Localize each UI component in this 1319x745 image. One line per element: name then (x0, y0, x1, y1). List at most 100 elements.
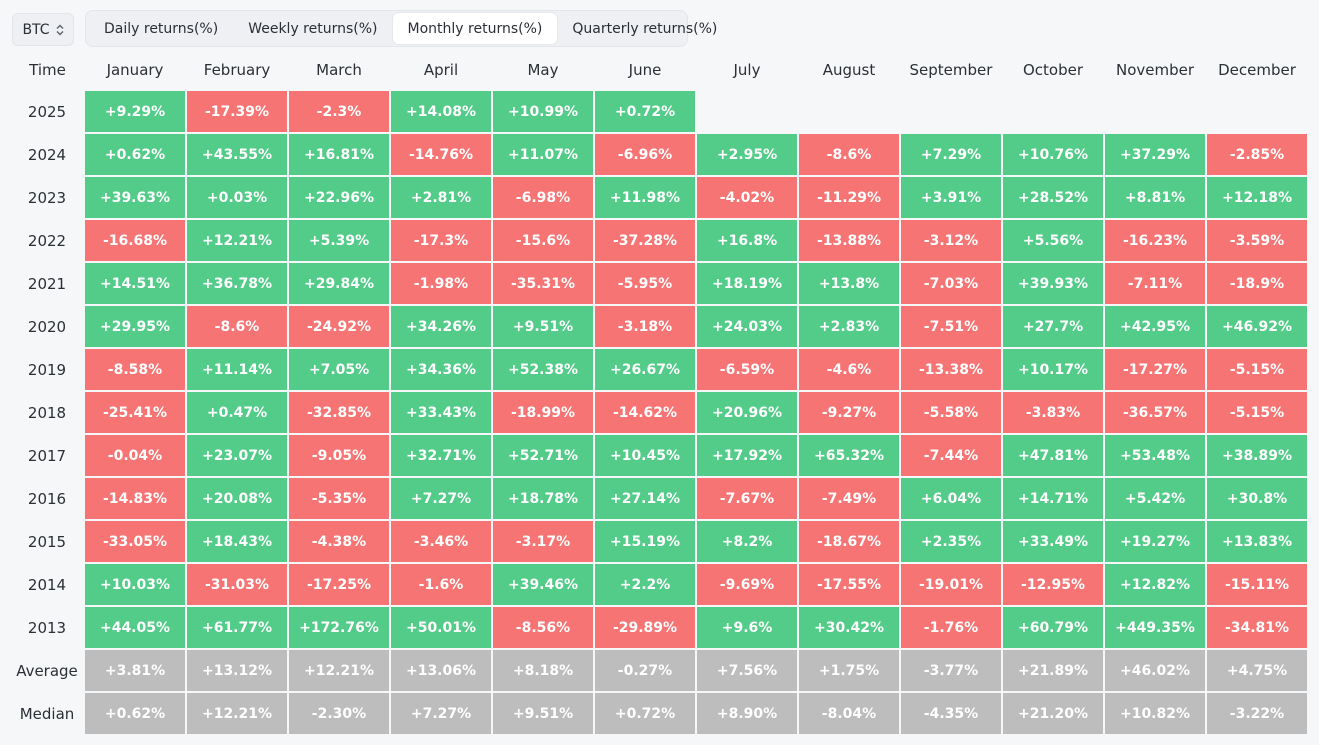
return-cell: -6.59% (697, 349, 797, 390)
return-cell: -8.6% (799, 134, 899, 175)
return-cell: -32.85% (289, 392, 389, 433)
row-label-year: 2016 (27, 489, 67, 508)
asset-select[interactable]: BTC (12, 13, 74, 46)
return-cell: +9.6% (697, 607, 797, 648)
return-cell: +5.39% (289, 220, 389, 261)
column-header-march: March (316, 61, 362, 79)
return-cell: -24.92% (289, 306, 389, 347)
return-cell: -8.56% (493, 607, 593, 648)
return-cell: +0.62% (85, 134, 185, 175)
return-cell: +27.14% (595, 478, 695, 519)
return-cell: +30.42% (799, 607, 899, 648)
return-cell: +32.71% (391, 435, 491, 476)
return-cell: +17.92% (697, 435, 797, 476)
return-cell: +7.29% (901, 134, 1001, 175)
column-header-july: July (733, 61, 761, 79)
return-cell: +14.71% (1003, 478, 1103, 519)
return-cell: +38.89% (1207, 435, 1307, 476)
return-cell: +10.03% (85, 564, 185, 605)
return-cell: -6.96% (595, 134, 695, 175)
return-cell: +23.07% (187, 435, 287, 476)
row-label-year: 2023 (27, 188, 67, 207)
return-cell: +0.72% (595, 91, 695, 132)
return-cell: -18.99% (493, 392, 593, 433)
return-cell: -6.98% (493, 177, 593, 218)
return-cell: +34.26% (391, 306, 491, 347)
row-label-year: 2019 (27, 360, 67, 379)
return-cell: +12.82% (1105, 564, 1205, 605)
return-cell: +7.05% (289, 349, 389, 390)
return-cell: +18.43% (187, 521, 287, 562)
return-cell: +20.96% (697, 392, 797, 433)
return-cell: +12.21% (187, 220, 287, 261)
return-cell: +8.18% (493, 650, 593, 691)
return-cell: -35.31% (493, 263, 593, 304)
return-cell: -8.6% (187, 306, 287, 347)
return-cell: -7.03% (901, 263, 1001, 304)
tab-daily-returns[interactable]: Daily returns(%) (104, 20, 219, 37)
return-cell: +39.46% (493, 564, 593, 605)
return-cell: +60.79% (1003, 607, 1103, 648)
return-cell: -7.44% (901, 435, 1001, 476)
return-cell: +37.29% (1105, 134, 1205, 175)
return-cell: +33.49% (1003, 521, 1103, 562)
return-cell: -3.12% (901, 220, 1001, 261)
return-cell: +9.51% (493, 693, 593, 734)
return-cell: -3.17% (493, 521, 593, 562)
row-label-year: 2013 (27, 618, 67, 637)
return-cell: +172.76% (289, 607, 389, 648)
return-cell: +11.98% (595, 177, 695, 218)
tab-monthly-returns[interactable]: Monthly returns(%) (392, 13, 558, 44)
row-label-year: 2018 (27, 403, 67, 422)
return-cell: +7.56% (697, 650, 797, 691)
return-cell: +3.81% (85, 650, 185, 691)
row-label-year: 2015 (27, 532, 67, 551)
returns-period-tabs: Daily returns(%) Weekly returns(%) Month… (85, 10, 717, 47)
return-cell: +16.81% (289, 134, 389, 175)
return-cell: -37.28% (595, 220, 695, 261)
return-cell: -3.59% (1207, 220, 1307, 261)
return-cell: +8.81% (1105, 177, 1205, 218)
return-cell: -8.04% (799, 693, 899, 734)
return-cell: -19.01% (901, 564, 1001, 605)
return-cell: -15.11% (1207, 564, 1307, 605)
return-cell: +30.8% (1207, 478, 1307, 519)
return-cell: +6.04% (901, 478, 1001, 519)
return-cell: +44.05% (85, 607, 185, 648)
return-cell: -5.58% (901, 392, 1001, 433)
column-header-april: April (423, 61, 459, 79)
return-cell: -16.68% (85, 220, 185, 261)
return-cell: -4.6% (799, 349, 899, 390)
return-cell: +9.29% (85, 91, 185, 132)
row-label-year: 2020 (27, 317, 67, 336)
tab-quarterly-returns[interactable]: Quarterly returns(%) (572, 20, 718, 37)
return-cell: +46.02% (1105, 650, 1205, 691)
row-label-year: 2025 (27, 102, 67, 121)
return-cell: -12.95% (1003, 564, 1103, 605)
return-cell: +52.71% (493, 435, 593, 476)
return-cell: +28.52% (1003, 177, 1103, 218)
return-cell: -17.3% (391, 220, 491, 261)
column-header-september: September (909, 61, 993, 79)
return-cell: +43.55% (187, 134, 287, 175)
return-cell: +18.78% (493, 478, 593, 519)
row-label-year: 2024 (27, 145, 67, 164)
column-header-may: May (527, 61, 559, 79)
return-cell: -9.69% (697, 564, 797, 605)
return-cell: +29.84% (289, 263, 389, 304)
return-cell: +34.36% (391, 349, 491, 390)
row-label-year: 2017 (27, 446, 67, 465)
return-cell: +47.81% (1003, 435, 1103, 476)
return-cell: -2.30% (289, 693, 389, 734)
tab-weekly-returns[interactable]: Weekly returns(%) (248, 20, 378, 37)
return-cell: +13.83% (1207, 521, 1307, 562)
return-cell: -17.27% (1105, 349, 1205, 390)
column-header-february: February (203, 61, 271, 79)
return-cell: -1.6% (391, 564, 491, 605)
return-cell: +11.07% (493, 134, 593, 175)
return-cell: -14.76% (391, 134, 491, 175)
return-cell: +1.75% (799, 650, 899, 691)
return-cell: -18.9% (1207, 263, 1307, 304)
return-cell: -2.3% (289, 91, 389, 132)
